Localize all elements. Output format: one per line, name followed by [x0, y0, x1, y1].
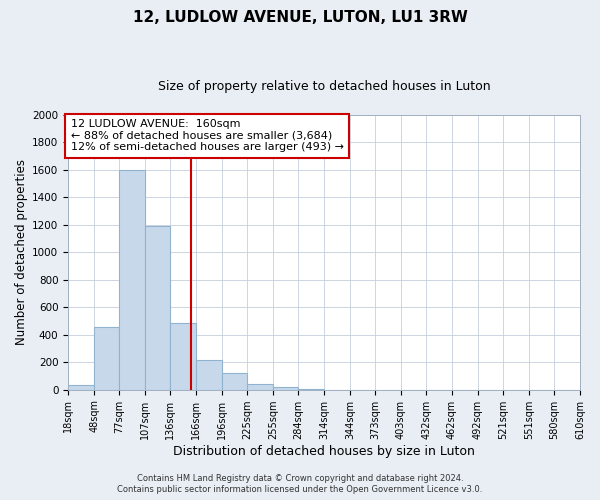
- Text: 12 LUDLOW AVENUE:  160sqm
← 88% of detached houses are smaller (3,684)
12% of se: 12 LUDLOW AVENUE: 160sqm ← 88% of detach…: [71, 119, 344, 152]
- Bar: [94, 327, 119, 390]
- X-axis label: Distribution of detached houses by size in Luton: Distribution of detached houses by size …: [173, 444, 475, 458]
- Title: Size of property relative to detached houses in Luton: Size of property relative to detached ho…: [158, 80, 490, 93]
- Bar: [119, 170, 145, 390]
- Bar: [222, 373, 247, 390]
- Text: Contains HM Land Registry data © Crown copyright and database right 2024.
Contai: Contains HM Land Registry data © Crown c…: [118, 474, 482, 494]
- Bar: [145, 226, 170, 390]
- Text: 12, LUDLOW AVENUE, LUTON, LU1 3RW: 12, LUDLOW AVENUE, LUTON, LU1 3RW: [133, 10, 467, 25]
- Bar: [170, 323, 196, 390]
- Bar: [298, 389, 324, 390]
- Bar: [247, 384, 273, 390]
- Bar: [196, 360, 222, 390]
- Bar: [68, 385, 94, 390]
- Y-axis label: Number of detached properties: Number of detached properties: [15, 160, 28, 346]
- Bar: [273, 387, 298, 390]
